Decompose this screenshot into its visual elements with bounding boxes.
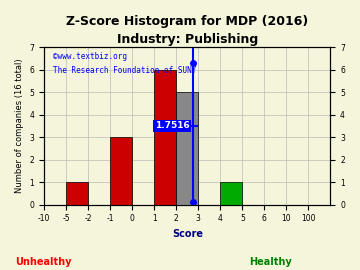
Title: Z-Score Histogram for MDP (2016)
Industry: Publishing: Z-Score Histogram for MDP (2016) Industr…	[66, 15, 309, 46]
X-axis label: Score: Score	[172, 229, 203, 239]
Bar	[154, 70, 176, 204]
Text: ©www.textbiz.org: ©www.textbiz.org	[53, 52, 127, 61]
Text: Unhealthy: Unhealthy	[15, 257, 71, 267]
Bar	[66, 182, 88, 204]
Y-axis label: Number of companies (16 total): Number of companies (16 total)	[15, 59, 24, 193]
Bar	[176, 92, 198, 204]
Bar	[110, 137, 132, 204]
Bar	[220, 182, 242, 204]
Text: Healthy: Healthy	[249, 257, 291, 267]
Text: The Research Foundation of SUNY: The Research Foundation of SUNY	[53, 66, 196, 75]
Text: 1.7516: 1.7516	[155, 121, 189, 130]
